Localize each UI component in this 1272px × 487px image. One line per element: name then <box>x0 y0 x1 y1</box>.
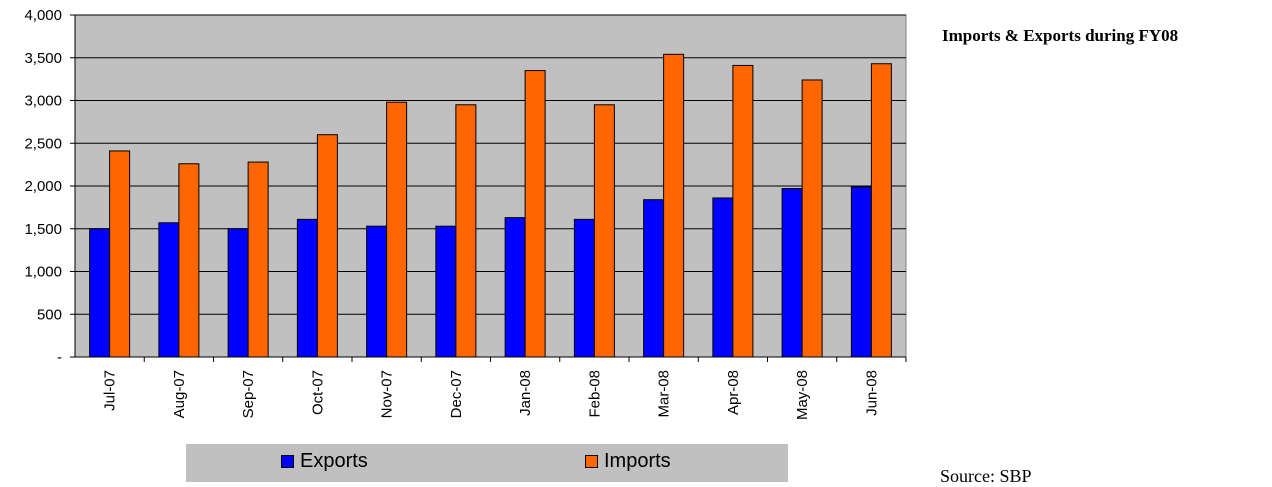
bar-exports-feb-08 <box>573 218 595 358</box>
x-tick-label: Nov-07 <box>379 370 396 418</box>
chart-legend: Exports Imports <box>186 444 788 482</box>
x-tick-label: Jun-08 <box>863 370 880 416</box>
bar-imports-aug-07 <box>178 163 200 358</box>
bar-exports-jun-08 <box>850 186 872 358</box>
x-tick-label: Oct-07 <box>309 370 326 415</box>
bar-imports-may-08 <box>801 79 823 358</box>
y-tick-label: 2,500 <box>24 135 62 152</box>
bar-imports-apr-08 <box>732 64 754 358</box>
legend-item-exports: Exports <box>281 450 368 473</box>
y-tick-label: - <box>57 349 62 366</box>
legend-label-exports: Exports <box>300 450 368 472</box>
bar-imports-jul-07 <box>109 150 131 358</box>
bar-exports-oct-07 <box>296 218 318 358</box>
bar-imports-sep-07 <box>247 161 269 358</box>
chart-title: Imports & Exports during FY08 <box>942 26 1179 45</box>
bar-imports-mar-08 <box>663 53 685 358</box>
bar-imports-nov-07 <box>386 101 408 358</box>
x-tick-label: Dec-07 <box>448 370 465 418</box>
x-tick-label: Aug-07 <box>171 370 188 418</box>
bar-exports-aug-07 <box>158 222 180 358</box>
y-tick-label: 4,000 <box>24 7 62 24</box>
x-tick-label: May-08 <box>794 370 811 420</box>
y-tick-label: 1,500 <box>24 221 62 238</box>
legend-swatch-exports <box>281 455 294 468</box>
bar-exports-jul-07 <box>89 228 111 358</box>
bar-imports-jun-08 <box>870 63 892 358</box>
x-tick-label: Sep-07 <box>240 370 257 418</box>
bar-imports-jan-08 <box>524 70 546 358</box>
x-tick-label: Feb-08 <box>586 370 603 418</box>
y-tick-label: 500 <box>37 306 62 323</box>
legend-item-imports: Imports <box>585 450 671 473</box>
bar-imports-dec-07 <box>455 104 477 358</box>
y-tick-label: 1,000 <box>24 264 62 281</box>
bar-exports-may-08 <box>781 188 803 358</box>
y-tick-label: 3,000 <box>24 93 62 110</box>
x-tick-label: Jul-07 <box>102 370 119 411</box>
x-tick-label: Apr-08 <box>725 370 742 415</box>
bar-exports-jan-08 <box>504 217 526 358</box>
bar-exports-nov-07 <box>366 225 388 358</box>
source-note: Source: SBP <box>940 466 1032 486</box>
x-tick-label: Jan-08 <box>517 370 534 416</box>
bar-exports-apr-08 <box>712 197 734 358</box>
bar-exports-dec-07 <box>435 225 457 358</box>
bar-exports-sep-07 <box>227 228 249 358</box>
legend-label-imports: Imports <box>604 450 671 472</box>
bar-imports-feb-08 <box>593 104 615 358</box>
bar-exports-mar-08 <box>643 199 665 358</box>
legend-swatch-imports <box>585 455 598 468</box>
y-tick-label: 2,000 <box>24 178 62 195</box>
x-tick-label: Mar-08 <box>656 370 673 418</box>
y-tick-label: 3,500 <box>24 50 62 67</box>
bar-imports-oct-07 <box>316 134 338 358</box>
